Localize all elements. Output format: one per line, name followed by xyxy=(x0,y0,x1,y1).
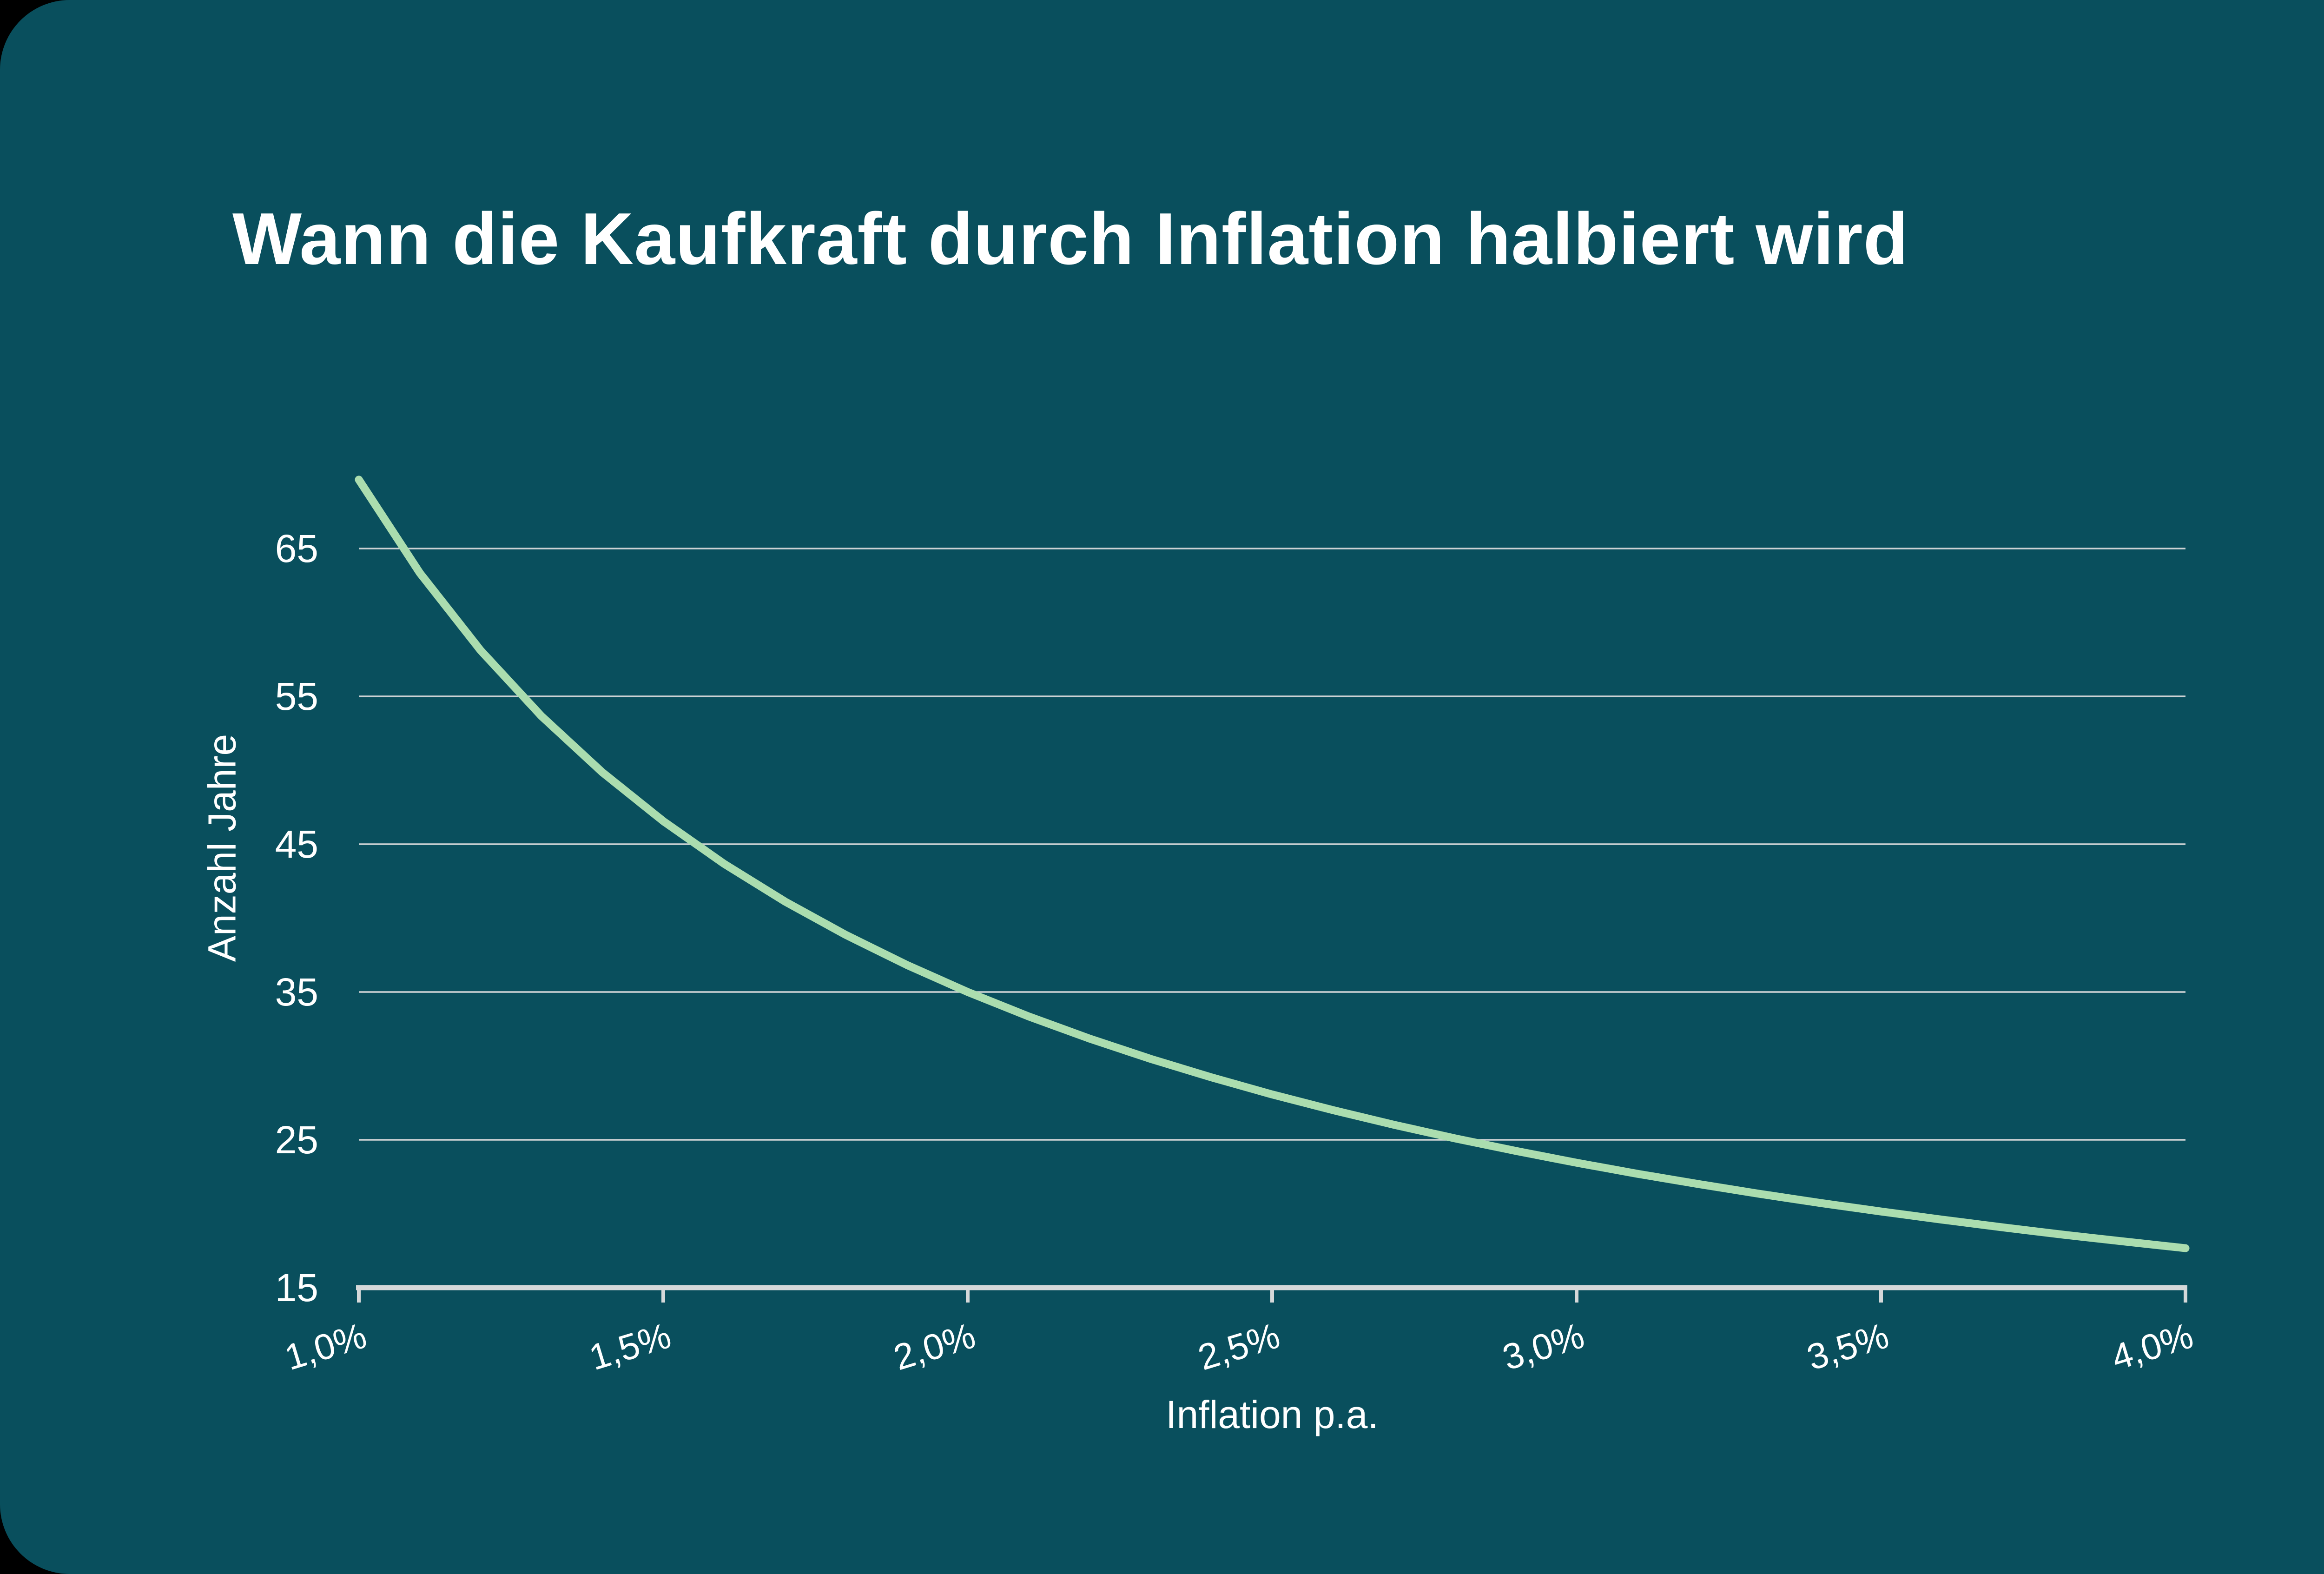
y-tick-label: 15 xyxy=(275,1266,318,1309)
y-tick-label: 55 xyxy=(275,675,318,718)
y-tick-label: 35 xyxy=(275,970,318,1014)
x-axis-title: Inflation p.a. xyxy=(1166,1393,1379,1436)
page-title: Wann die Kaufkraft durch Inflation halbi… xyxy=(232,198,1909,280)
y-axis-title: Anzahl Jahre xyxy=(200,734,244,962)
y-tick-label: 45 xyxy=(275,822,318,866)
curve-line xyxy=(355,476,2190,1252)
y-tick-label: 25 xyxy=(275,1118,318,1162)
y-tick-label: 65 xyxy=(275,527,318,570)
